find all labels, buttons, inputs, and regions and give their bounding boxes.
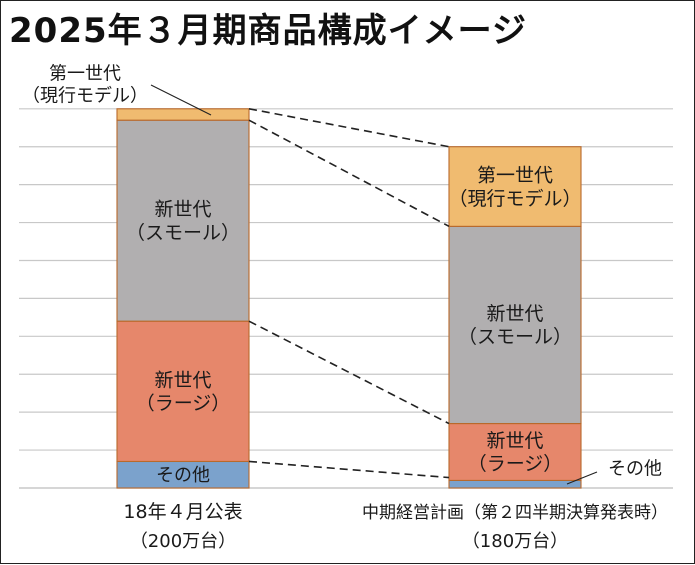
bar-first_gen-1 (448, 146, 582, 227)
segment-label-new_large-1: 新世代（ラージ） (468, 430, 563, 475)
category-total-0: （200万台） (130, 531, 236, 552)
bar-new_large-1 (448, 422, 582, 481)
leader-line-other (566, 471, 598, 485)
segment-label-new_small-1: 新世代（スモール） (458, 303, 572, 348)
segment-label-new_small-0: 新世代（スモール） (126, 199, 240, 244)
leader-line-first_gen (150, 84, 212, 116)
category-label-1: 中期経営計画（第２四半期決算発表時） (362, 503, 668, 523)
segment-label-first_gen-1: 第一世代（現行モデル） (448, 165, 581, 210)
connector-line-0 (248, 460, 450, 479)
segment-label-first_gen-0: 第一世代（現行モデル） (22, 63, 148, 106)
segment-label-new_large-0: 新世代（ラージ） (136, 369, 231, 414)
connector-line-3 (248, 108, 450, 148)
segment-label-other-0: その他 (156, 465, 210, 486)
bar-new_small-1 (448, 225, 582, 425)
bar-other-1 (448, 479, 582, 489)
category-label-0: 18年４月公表 (123, 501, 242, 523)
bar-other-0 (116, 460, 250, 489)
bar-new_small-0 (116, 119, 250, 322)
connector-line-2 (248, 119, 450, 228)
category-total-1: （180万台） (462, 531, 568, 552)
connector-line-1 (248, 320, 450, 425)
segment-label-other-1: その他 (608, 458, 662, 479)
bar-first_gen-0 (116, 108, 250, 121)
bar-new_large-0 (116, 320, 250, 463)
chart-title: 2025年３月期商品構成イメージ (9, 11, 527, 51)
